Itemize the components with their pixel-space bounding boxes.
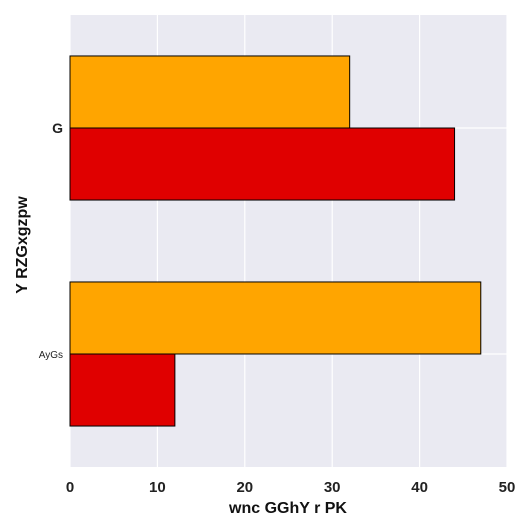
x-tick-label: 50	[499, 479, 516, 496]
x-tick-label: 0	[66, 479, 74, 496]
y-category-labels: G AyGs	[39, 120, 63, 361]
bar	[69, 55, 351, 129]
x-tick-label: 20	[236, 479, 253, 496]
x-tick-label: 10	[149, 479, 166, 496]
y-category-label: AyGs	[39, 350, 63, 361]
x-tick-labels: 0 10 20 30 40 50	[66, 479, 516, 496]
bar	[69, 353, 176, 427]
bars	[69, 55, 482, 427]
x-tick-label: 40	[411, 479, 428, 496]
x-tick-label: 30	[324, 479, 341, 496]
y-axis-label: Y RZGxgzpw	[14, 196, 31, 294]
bar	[69, 127, 456, 201]
x-axis-label: wnc GGhY r PK	[228, 500, 347, 517]
bar	[69, 281, 482, 355]
y-category-label: G	[52, 120, 63, 136]
